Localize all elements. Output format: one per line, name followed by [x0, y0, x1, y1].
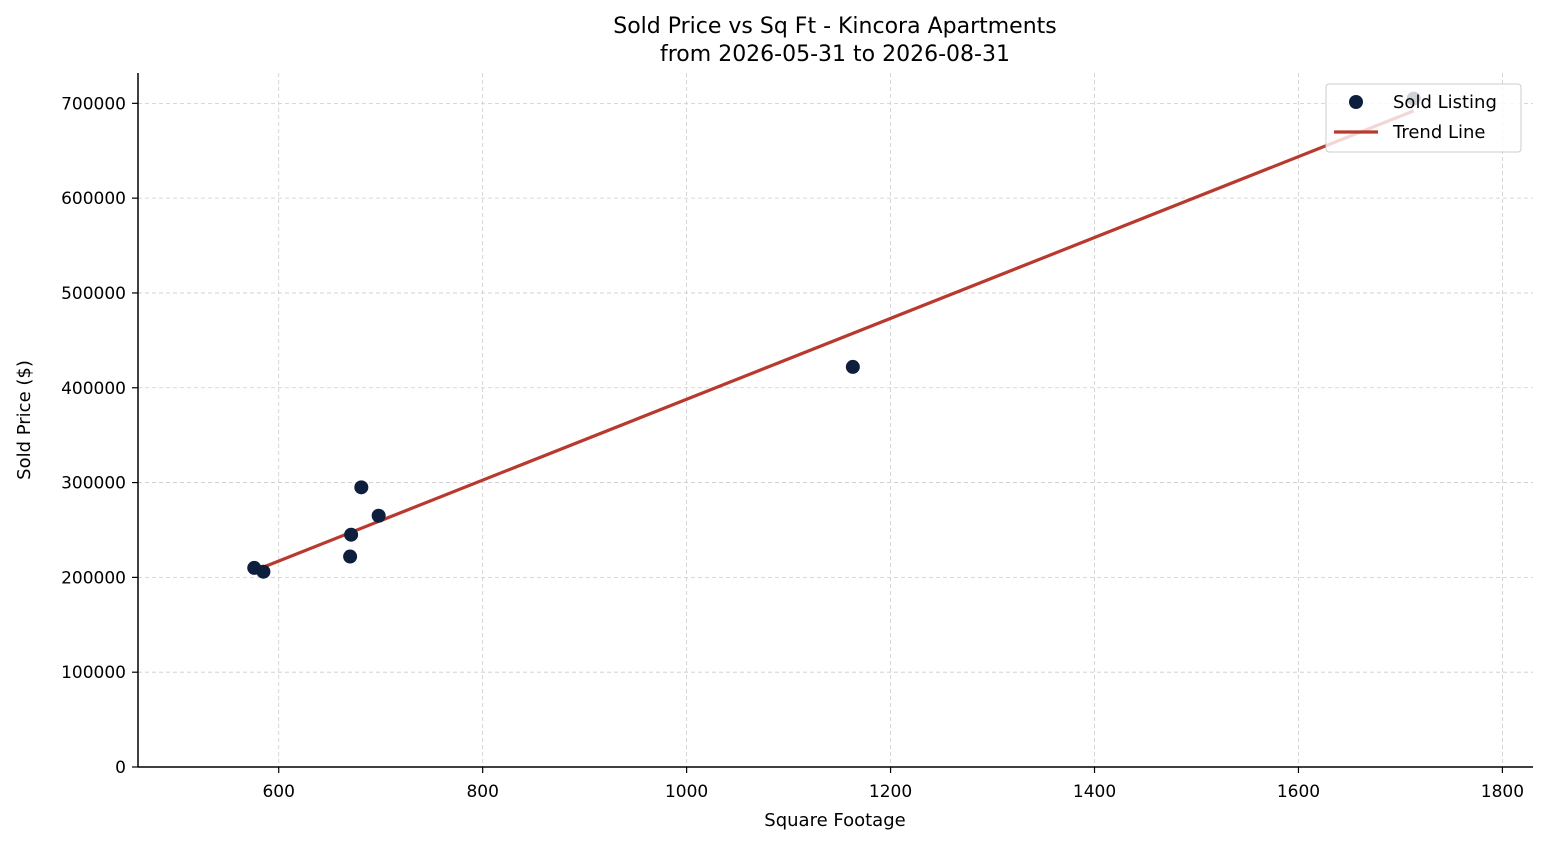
- y-tick-label: 200000: [61, 568, 126, 588]
- trend-line: [253, 109, 1415, 573]
- y-tick-label: 700000: [61, 94, 126, 114]
- data-point: [256, 564, 271, 579]
- y-tick-label: 0: [115, 758, 126, 778]
- x-axis-label: Square Footage: [764, 810, 905, 831]
- legend-box: [1325, 83, 1522, 153]
- y-tick-label: 300000: [61, 474, 126, 494]
- data-point: [845, 359, 860, 374]
- data-point: [354, 480, 369, 495]
- legend-label: Trend Line: [1392, 122, 1486, 143]
- legend-label: Sold Listing: [1393, 92, 1497, 113]
- grid-layer: [138, 73, 1533, 767]
- x-tick-label: 800: [466, 782, 498, 802]
- legend: Sold Listing Trend Line: [1325, 83, 1522, 153]
- chart-title: Sold Price vs Sq Ft - Kincora Apartments: [613, 14, 1056, 39]
- series-layer: [247, 91, 1421, 579]
- y-axis-label: Sold Price ($): [14, 360, 35, 480]
- x-tick-label: 1400: [1073, 782, 1116, 802]
- data-point: [344, 527, 359, 542]
- x-tick-label: 1000: [665, 782, 708, 802]
- x-tick-label: 1600: [1277, 782, 1320, 802]
- x-tick-label: 1200: [869, 782, 912, 802]
- x-tick-label: 600: [262, 782, 294, 802]
- y-tick-label: 600000: [61, 189, 126, 209]
- legend-marker-sold-listing: [1349, 95, 1363, 109]
- y-tick-label: 400000: [61, 379, 126, 399]
- data-point: [343, 549, 358, 564]
- data-point: [371, 508, 386, 523]
- axes-layer: [137, 73, 1533, 768]
- y-tick-label: 100000: [61, 663, 126, 683]
- chart-subtitle: from 2026-05-31 to 2026-08-31: [660, 42, 1010, 67]
- ticks-layer: 600 800 1000 1200 1400 1600 1800 0 100000 200000 3…: [61, 94, 1524, 802]
- x-tick-label: 1800: [1481, 782, 1524, 802]
- y-tick-label: 500000: [61, 284, 126, 304]
